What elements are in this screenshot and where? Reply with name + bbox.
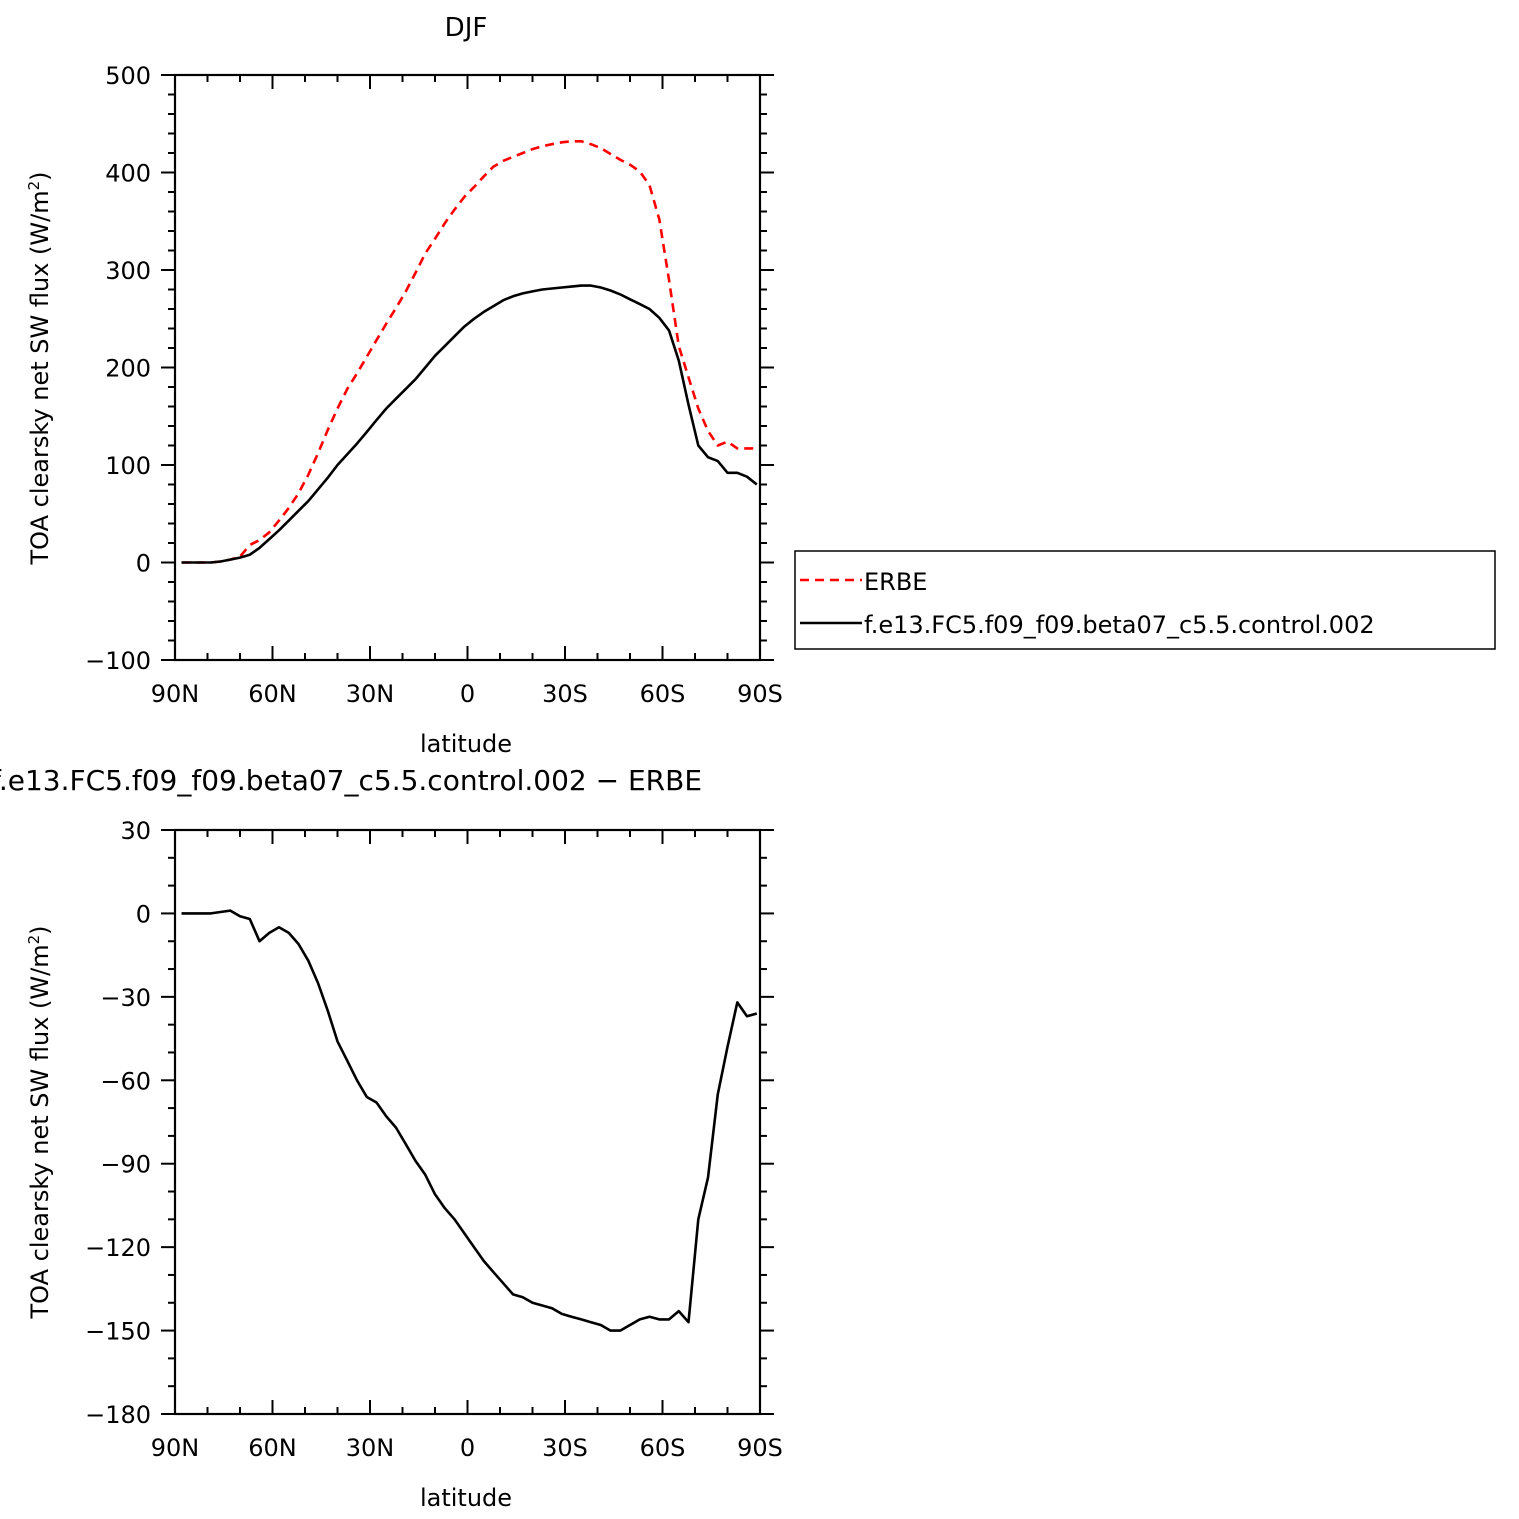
top-title: DJF [445, 13, 488, 43]
legend-model-label: f.e13.FC5.f09_f09.beta07_c5.5.control.00… [864, 611, 1375, 639]
bottom-ytick-label: −150 [85, 1318, 151, 1346]
top-xtick-label: 30N [346, 680, 395, 708]
bottom-title: f.e13.FC5.f09_f09.beta07_c5.5.control.00… [0, 764, 702, 797]
top-xtick-label: 60S [640, 680, 686, 708]
top-plot-frame [173, 73, 762, 662]
top-xtick-label: 0 [460, 680, 475, 708]
bottom-xtick-label: 90S [737, 1434, 783, 1462]
bottom-xtick-label: 30N [346, 1434, 395, 1462]
bottom-series-line-0 [181, 909, 758, 1332]
bottom-ytick-label: −30 [100, 984, 151, 1012]
bottom-panel: f.e13.FC5.f09_f09.beta07_c5.5.control.00… [0, 764, 783, 1512]
top-ytick-label: 100 [105, 452, 151, 480]
top-ytick-label: −100 [85, 647, 151, 675]
bottom-ylabel: TOA clearsky net SW flux (W/m2) [25, 925, 54, 1319]
bottom-ytick-label: 30 [120, 817, 151, 845]
top-series-line-0 [181, 140, 757, 564]
legend-frame [794, 550, 1496, 650]
top-ytick-label: 200 [105, 355, 151, 383]
top-xtick-label: 90S [737, 680, 783, 708]
bottom-ytick-label: −60 [100, 1067, 151, 1095]
top-ytick-label: 300 [105, 257, 151, 285]
bottom-xtick-label: 90N [151, 1434, 200, 1462]
bottom-xtick-label: 0 [460, 1434, 475, 1462]
legend: ERBE f.e13.FC5.f09_f09.beta07_c5.5.contr… [794, 550, 1496, 650]
bottom-ytick-label: 0 [136, 900, 151, 928]
top-series-line-1 [181, 284, 758, 564]
top-ytick-label: 400 [105, 160, 151, 188]
bottom-ytick-label: −120 [85, 1234, 151, 1262]
top-xtick-label: 90N [151, 680, 200, 708]
bottom-xtick-label: 60N [248, 1434, 297, 1462]
top-xlabel: latitude [420, 730, 512, 758]
bottom-xtick-label: 60S [640, 1434, 686, 1462]
bottom-ytick-label: −90 [100, 1151, 151, 1179]
bottom-plot-frame [173, 828, 762, 1416]
bottom-xtick-label: 30S [542, 1434, 588, 1462]
top-panel: DJF 90N 60N 30N 0 30S 60S 90S −100 0 100 200 300 400… [25, 13, 783, 758]
bottom-ytick-label: −180 [85, 1401, 151, 1429]
top-ylabel: TOA clearsky net SW flux (W/m2) [25, 171, 54, 565]
bottom-xlabel: latitude [420, 1484, 512, 1512]
legend-erbe-label: ERBE [864, 568, 927, 596]
top-ytick-label: 500 [105, 62, 151, 90]
top-ytick-label: 0 [136, 550, 151, 578]
top-xtick-label: 60N [248, 680, 297, 708]
top-xtick-label: 30S [542, 680, 588, 708]
